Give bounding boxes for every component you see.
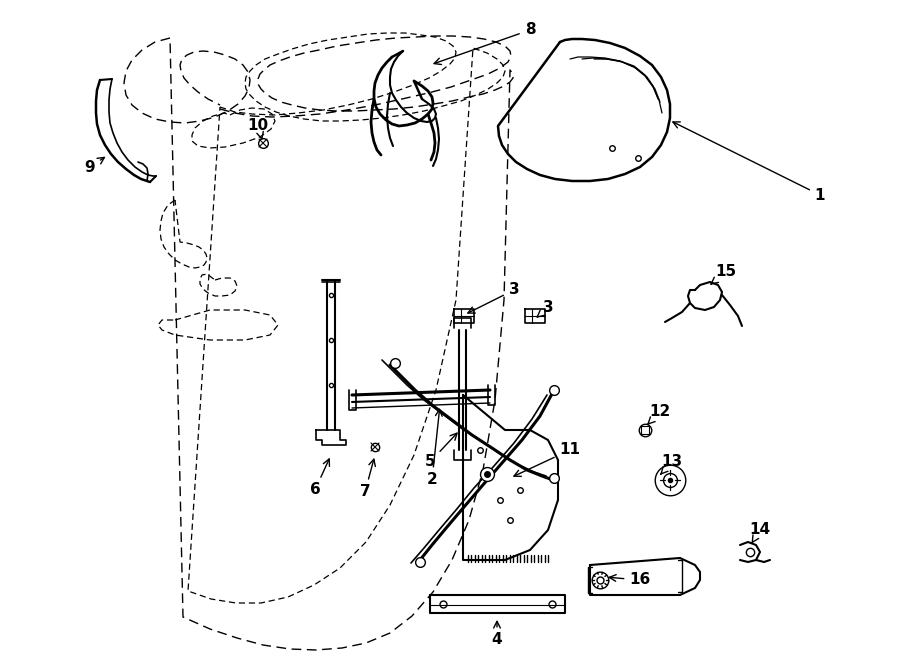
Text: 5: 5 — [425, 433, 457, 469]
Text: 15: 15 — [711, 264, 736, 284]
Text: 13: 13 — [661, 455, 682, 475]
Text: 4: 4 — [491, 621, 502, 648]
Text: 11: 11 — [514, 442, 580, 477]
Text: 10: 10 — [248, 118, 268, 139]
Text: 9: 9 — [85, 157, 104, 175]
Text: 1: 1 — [673, 122, 825, 202]
Text: 6: 6 — [310, 459, 329, 498]
Text: 3: 3 — [537, 301, 554, 317]
Text: 14: 14 — [750, 522, 770, 543]
Text: 2: 2 — [427, 409, 442, 488]
Text: 7: 7 — [360, 459, 375, 500]
Text: 16: 16 — [609, 572, 651, 588]
Text: 8: 8 — [434, 22, 536, 65]
Text: 12: 12 — [648, 405, 670, 424]
Text: 3: 3 — [468, 282, 519, 313]
